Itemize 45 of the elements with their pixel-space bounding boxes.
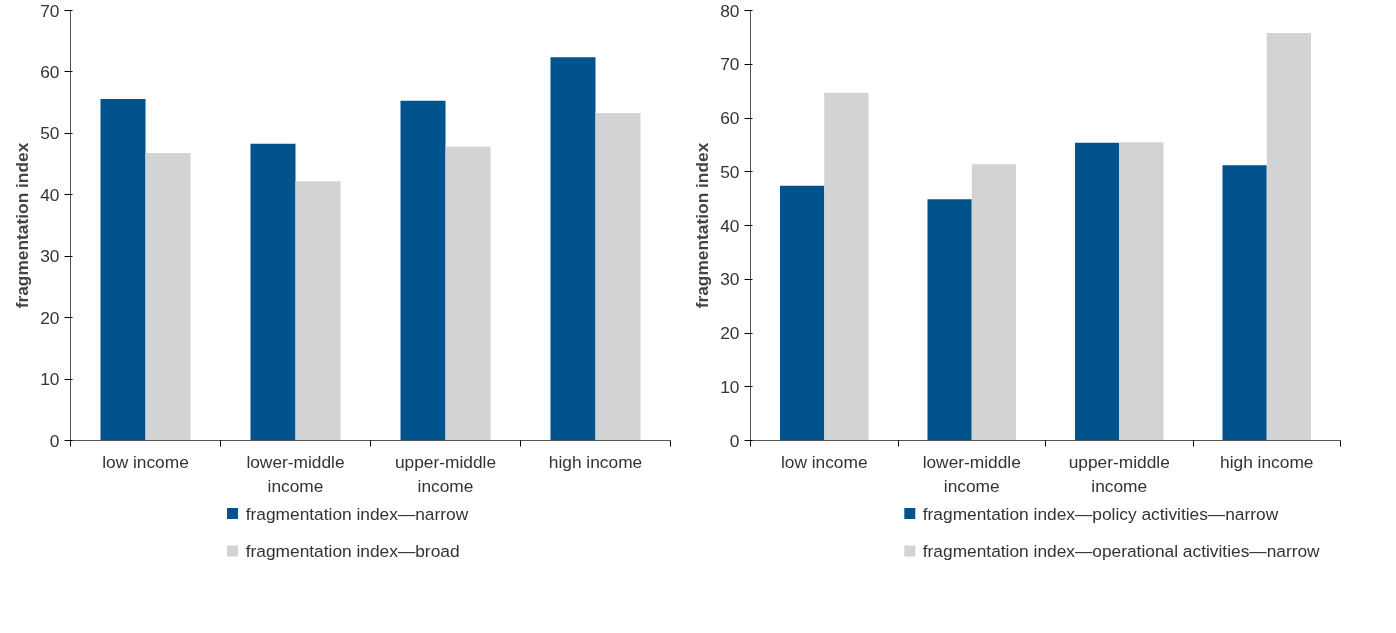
bar <box>400 100 446 441</box>
bar <box>971 164 1016 441</box>
bar <box>1119 142 1164 441</box>
bar <box>1222 165 1267 441</box>
y-tick-label: 60 <box>720 108 740 128</box>
x-tick-label: high income <box>1220 451 1314 472</box>
y-tick-label: 70 <box>720 54 740 75</box>
legend-label: fragmentation index—broad <box>245 541 460 561</box>
x-tick-label: low income <box>102 451 189 472</box>
y-axis-title: fragmentation index <box>12 142 33 309</box>
y-tick-label: 20 <box>720 323 740 343</box>
legend-label: fragmentation index—narrow <box>245 503 469 524</box>
y-tick-label: 40 <box>40 184 60 205</box>
bar <box>250 143 296 441</box>
x-tick-label: upper-middle income <box>1068 451 1170 496</box>
y-tick-label: 60 <box>40 61 60 82</box>
y-tick-label: 40 <box>720 215 740 236</box>
bar <box>927 199 972 441</box>
y-tick-label: 0 <box>49 430 60 451</box>
bar <box>145 153 191 441</box>
bar <box>100 98 146 441</box>
bar <box>824 92 869 441</box>
bar <box>445 146 491 441</box>
bar <box>595 113 641 441</box>
y-tick-label: 0 <box>729 430 740 451</box>
bar <box>780 185 825 441</box>
legend-label: fragmentation index—operational activities—narrow <box>922 541 1321 561</box>
y-tick-label: 30 <box>720 269 740 290</box>
y-tick-label: 10 <box>40 369 60 390</box>
legend-label: fragmentation index—policy activities—narrow <box>922 503 1279 524</box>
bar <box>550 57 596 441</box>
y-tick-label: 80 <box>720 0 740 21</box>
bar <box>295 181 341 441</box>
bar <box>1075 142 1120 441</box>
x-tick-label: high income <box>548 451 643 472</box>
x-tick-label: upper-middle income <box>394 451 497 496</box>
y-tick-label: 20 <box>40 307 60 328</box>
y-tick-label: 50 <box>720 161 740 182</box>
x-tick-label: low income <box>780 451 868 472</box>
bar <box>1266 33 1311 441</box>
y-tick-label: 70 <box>40 0 60 21</box>
y-tick-label: 50 <box>40 123 60 144</box>
y-tick-label: 30 <box>40 246 60 267</box>
y-tick-label: 10 <box>720 376 740 397</box>
y-axis-title: fragmentation index <box>692 142 713 309</box>
